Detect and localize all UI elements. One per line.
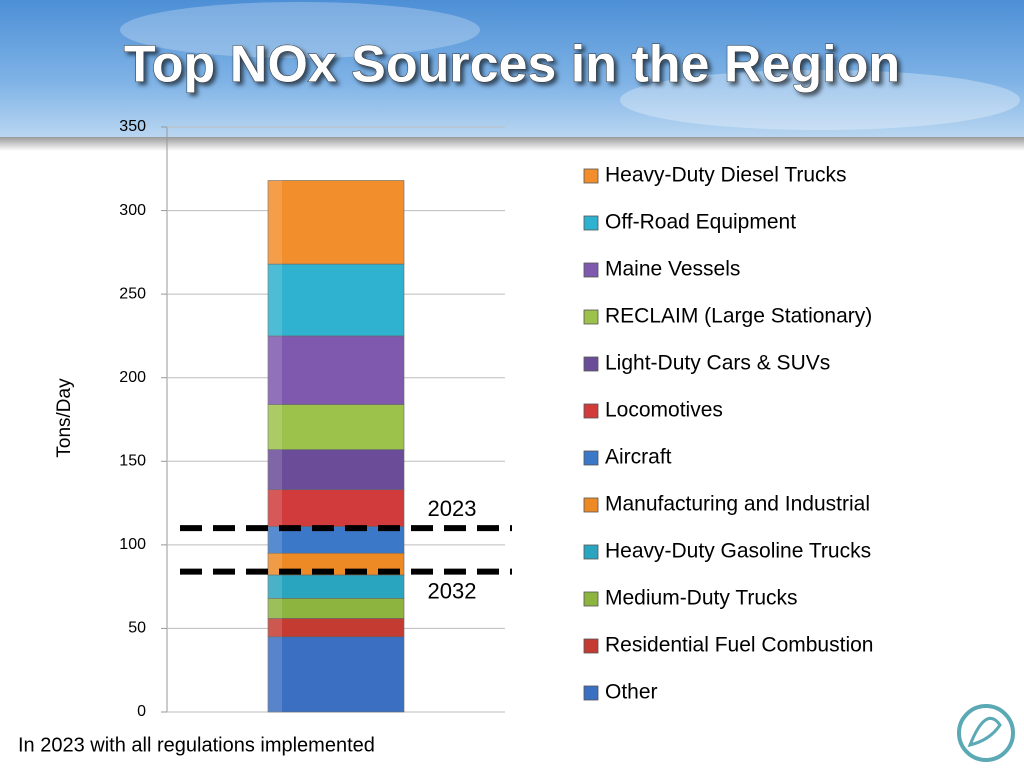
reference-label: 2023 xyxy=(428,496,477,521)
legend-swatch xyxy=(583,356,599,372)
legend-label: RECLAIM (Large Stationary) xyxy=(605,305,872,328)
y-tick-label: 0 xyxy=(137,703,146,720)
bar-segment xyxy=(267,598,405,619)
legend-label: Aircraft xyxy=(605,446,672,469)
legend-swatch xyxy=(583,403,599,419)
legend-label: Other xyxy=(605,681,658,704)
bar-segment xyxy=(267,636,405,713)
logo-ring xyxy=(957,704,1015,762)
bar-segment xyxy=(267,263,405,337)
chart-title: Top NOx Sources in the Region xyxy=(124,36,900,94)
y-axis-label: Tons/Day xyxy=(54,378,75,458)
y-tick-label: 150 xyxy=(119,453,146,470)
legend-swatch xyxy=(583,591,599,607)
logo xyxy=(957,704,1015,762)
bar-highlight xyxy=(268,264,282,336)
legend-label: Manufacturing and Industrial xyxy=(605,493,870,516)
y-tick-label: 50 xyxy=(128,620,146,637)
legend-swatch xyxy=(583,215,599,231)
y-tick-label: 100 xyxy=(119,536,146,553)
legend-label: Locomotives xyxy=(605,399,723,422)
footnote: In 2023 with all regulations implemented xyxy=(18,734,375,756)
legend-swatch xyxy=(583,262,599,278)
bar-segment xyxy=(267,489,405,527)
bar-segment xyxy=(267,335,405,405)
legend-label: Heavy-Duty Diesel Trucks xyxy=(605,164,847,187)
bar-highlight xyxy=(268,489,282,527)
y-tick-label: 300 xyxy=(119,202,146,219)
legend-label: Maine Vessels xyxy=(605,258,740,281)
y-tick-label: 250 xyxy=(119,285,146,302)
y-tick-label: 200 xyxy=(119,369,146,386)
legend-label: Heavy-Duty Gasoline Trucks xyxy=(605,540,871,563)
legend-swatch xyxy=(583,497,599,513)
reference-label: 2032 xyxy=(428,578,477,603)
legend-swatch xyxy=(583,309,599,325)
bar-segment xyxy=(267,618,405,638)
legend-label: Off-Road Equipment xyxy=(605,211,796,234)
legend-swatch xyxy=(583,450,599,466)
legend-label: Residential Fuel Combustion xyxy=(605,634,873,657)
legend-label: Light-Duty Cars & SUVs xyxy=(605,352,830,375)
bar-highlight xyxy=(268,335,282,405)
bar-highlight xyxy=(268,553,282,575)
legend-swatch xyxy=(583,638,599,654)
cloud xyxy=(120,2,480,58)
bar-highlight xyxy=(268,574,282,599)
bar-highlight xyxy=(268,449,282,490)
bar-segment xyxy=(267,404,405,450)
bar-highlight xyxy=(268,636,282,712)
legend-swatch xyxy=(583,168,599,184)
bar-segment xyxy=(267,449,405,491)
header-background xyxy=(0,0,1024,137)
bar-highlight xyxy=(268,618,282,637)
bar-segment xyxy=(267,180,405,265)
cloud xyxy=(620,70,1020,130)
bar-highlight xyxy=(268,180,282,265)
legend-swatch xyxy=(583,544,599,560)
legend-swatch xyxy=(583,685,599,701)
bar-highlight xyxy=(268,404,282,450)
y-tick-label: 350 xyxy=(119,118,146,135)
bar-segment xyxy=(267,574,405,599)
logo-bird xyxy=(967,716,1002,748)
bar-highlight xyxy=(268,526,282,554)
legend-label: Medium-Duty Trucks xyxy=(605,587,798,610)
header-shadow xyxy=(0,137,1024,151)
bar-highlight xyxy=(268,598,282,619)
